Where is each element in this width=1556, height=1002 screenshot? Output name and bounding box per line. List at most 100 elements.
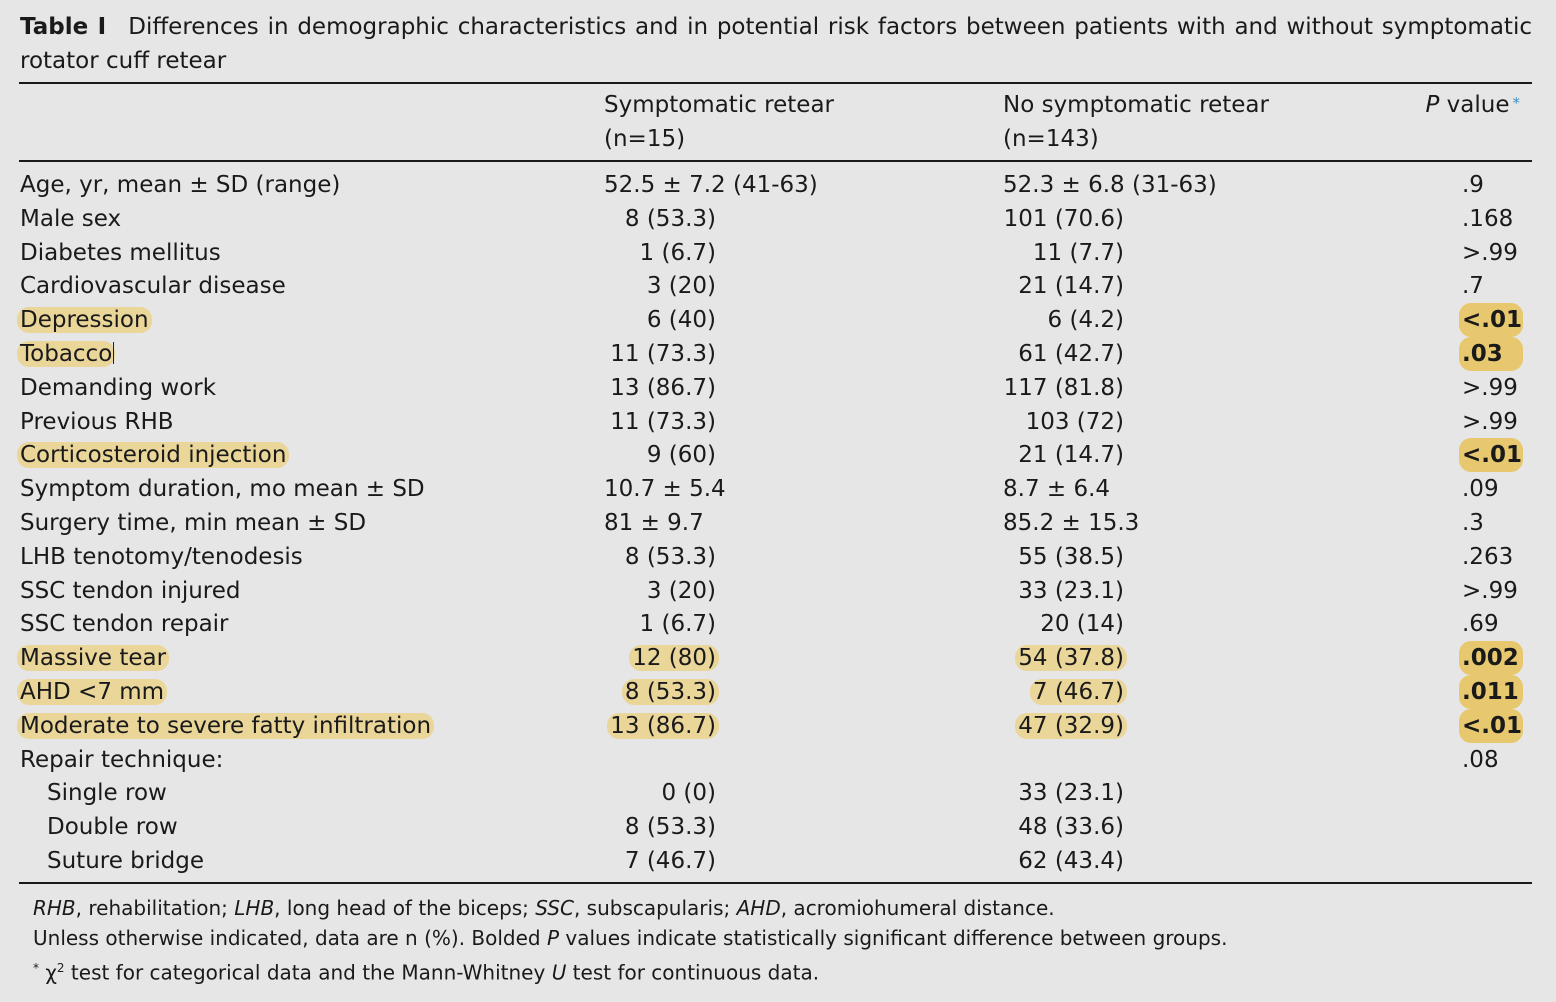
- symptomatic-value: 6 (40): [604, 303, 716, 337]
- p-value-text: .9: [1462, 172, 1484, 198]
- row-label: Moderate to severe fatty infiltration: [17, 709, 435, 743]
- row-label-text: Massive tear: [17, 645, 170, 672]
- abbr-term: AHD: [736, 896, 781, 920]
- symptomatic-value: 1 (6.7): [604, 236, 716, 270]
- p-value-text: .7: [1462, 273, 1484, 300]
- row-label: Corticosteroid injection: [17, 438, 290, 472]
- symptomatic-value-text: 8 (53.3): [621, 678, 719, 705]
- symptomatic-value: 13 (86.7): [604, 371, 716, 405]
- symptomatic-value: 11 (73.3): [604, 337, 716, 371]
- footnote-text: test for continuous data.: [566, 960, 820, 985]
- table-row: Previous RHB 11 (73.3) 103 (72) >.99: [0, 405, 1556, 439]
- no-symptomatic-value: 8.7 ± 6.4: [1003, 472, 1124, 506]
- table-caption: Differences in demographic characteristi…: [20, 14, 1532, 74]
- p-value: .08: [1380, 743, 1520, 777]
- footnote-text: Unless otherwise indicated, data are n (…: [33, 926, 547, 950]
- abbr-def: , rehabilitation;: [75, 896, 235, 920]
- symptomatic-value: 7 (46.7): [604, 844, 716, 878]
- p-value-text: .69: [1462, 611, 1499, 638]
- row-label-text: Age, yr, mean ± SD (range): [20, 172, 341, 198]
- table-row: Moderate to severe fatty infiltration 13 …: [0, 708, 1556, 743]
- p-value: <.01: [1380, 303, 1523, 338]
- no-symptomatic-value-text: 48 (33.6): [1018, 814, 1124, 841]
- symptomatic-value: 10.7 ± 5.4: [604, 472, 726, 506]
- footnote-text: values indicate statistically significan…: [559, 926, 1228, 950]
- table-row: Repair technique: .08: [0, 743, 1556, 777]
- no-symptomatic-value-text: 85.2 ± 15.3: [1003, 509, 1140, 536]
- table-row: Tobacco 11 (73.3) 61 (42.7) .03: [0, 336, 1556, 371]
- row-label: Depression: [17, 303, 152, 337]
- table-row: Massive tear 12 (80) 54 (37.8) .002: [0, 641, 1556, 676]
- table-row: SSC tendon repair 1 (6.7) 20 (14) .69: [0, 607, 1556, 641]
- p-value-text: >.99: [1462, 408, 1518, 435]
- symptomatic-value-text: 11 (73.3): [610, 340, 716, 367]
- table-row: Surgery time, min mean ± SD 81 ± 9.7 85.2 …: [0, 506, 1556, 540]
- row-label: Diabetes mellitus: [20, 236, 221, 270]
- p-value-text: >.99: [1462, 374, 1518, 401]
- p-value-text: .08: [1462, 746, 1499, 773]
- symptomatic-value: 9 (60): [604, 438, 716, 472]
- p-value-text: .263: [1462, 543, 1514, 570]
- p-value: .263: [1380, 540, 1520, 574]
- table-row: AHD <7 mm 8 (53.3) 7 (46.7) .011: [0, 674, 1556, 709]
- symptomatic-value: 8 (53.3): [604, 675, 719, 709]
- symptomatic-value-text: 11 (73.3): [610, 408, 716, 435]
- row-label-text: Male sex: [20, 205, 122, 232]
- no-symptomatic-value: 47 (32.9): [1003, 709, 1127, 743]
- row-label: Symptom duration, mo mean ± SD: [20, 472, 425, 506]
- abbr-term: RHB: [33, 896, 76, 920]
- row-label-text: Depression: [17, 307, 152, 334]
- no-symptomatic-value: 48 (33.6): [1003, 810, 1124, 844]
- symptomatic-value: 3 (20): [604, 269, 716, 303]
- no-symptomatic-value-text: 62 (43.4): [1018, 847, 1124, 874]
- p-value-text: .03: [1459, 336, 1523, 371]
- row-label: Double row: [47, 810, 178, 844]
- column-header-no-symptomatic-title: No symptomatic retear: [1003, 92, 1269, 118]
- no-symptomatic-value: 54 (37.8): [1003, 641, 1127, 675]
- row-label-text: Double row: [47, 814, 178, 841]
- no-symptomatic-value-text: 47 (32.9): [1015, 712, 1127, 739]
- no-symptomatic-value: 6 (4.2): [1003, 303, 1124, 337]
- no-symptomatic-value: 21 (14.7): [1003, 269, 1124, 303]
- row-label: Cardiovascular disease: [20, 269, 286, 303]
- symptomatic-value: 12 (80): [604, 641, 719, 675]
- p-value-text: .168: [1462, 205, 1514, 232]
- column-header-symptomatic-title: Symptomatic retear: [604, 92, 834, 118]
- no-symptomatic-value-text: 7 (46.7): [1029, 678, 1127, 705]
- bottom-rule: [19, 882, 1532, 884]
- symptomatic-value-text: 10.7 ± 5.4: [604, 476, 726, 503]
- symptomatic-value: 8 (53.3): [604, 202, 716, 236]
- table-row: Demanding work 13 (86.7) 117 (81.8) >.99: [0, 371, 1556, 405]
- column-header-symptomatic: Symptomatic retear (n=15): [604, 88, 834, 156]
- p-value-text: .09: [1462, 476, 1499, 503]
- row-label-text: LHB tenotomy/tenodesis: [20, 543, 303, 570]
- symptomatic-value-text: 8 (53.3): [624, 814, 716, 841]
- row-label-text: Moderate to severe fatty infiltration: [17, 712, 435, 739]
- no-symptomatic-value-text: 33 (23.1): [1018, 577, 1124, 604]
- row-label: Suture bridge: [47, 844, 204, 878]
- row-label-text: Cardiovascular disease: [20, 273, 286, 300]
- p-value: .09: [1380, 472, 1520, 506]
- row-label-text: AHD <7 mm: [17, 678, 168, 705]
- abbr-def: , subscapularis;: [573, 896, 737, 920]
- table-row: Male sex 8 (53.3) 101 (70.6) .168: [0, 202, 1556, 236]
- no-symptomatic-value-text: 21 (14.7): [1018, 273, 1124, 300]
- row-label-text: SSC tendon injured: [20, 577, 241, 604]
- table-label: Table I: [20, 14, 107, 40]
- footnote-p-italic: P: [546, 926, 560, 950]
- no-symptomatic-value-text: 54 (37.8): [1015, 645, 1127, 672]
- p-value-text: .002: [1459, 641, 1523, 676]
- p-value-text: >.99: [1462, 577, 1518, 604]
- symptomatic-value: 13 (86.7): [604, 709, 719, 743]
- row-label: SSC tendon repair: [20, 607, 229, 641]
- table-row: Single row 0 (0) 33 (23.1): [0, 776, 1556, 810]
- table-body: Age, yr, mean ± SD (range) 52.5 ± 7.2 (41…: [0, 168, 1556, 878]
- row-label: LHB tenotomy/tenodesis: [20, 540, 303, 574]
- no-symptomatic-value: 85.2 ± 15.3: [1003, 506, 1139, 540]
- abbr-term: SSC: [535, 896, 574, 920]
- symptomatic-value-text: 3 (20): [646, 273, 716, 300]
- symptomatic-value-text: 8 (53.3): [624, 205, 716, 232]
- symptomatic-value: 3 (20): [604, 574, 716, 608]
- p-value: .9: [1380, 168, 1520, 202]
- no-symptomatic-value: 33 (23.1): [1003, 574, 1124, 608]
